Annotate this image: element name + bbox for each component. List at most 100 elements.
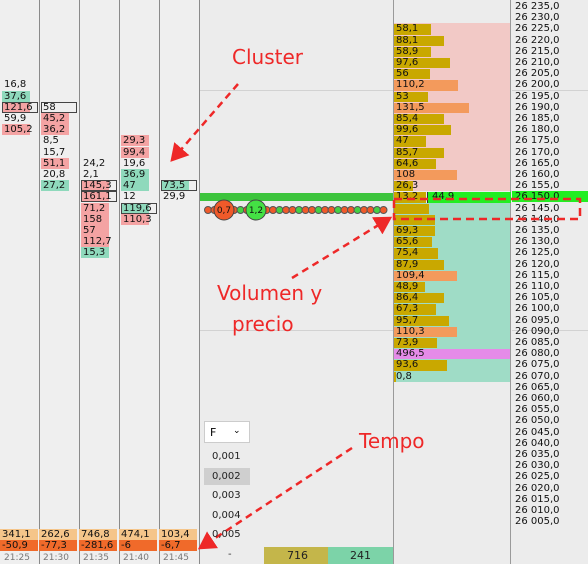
volume-bar	[394, 114, 444, 125]
volume-label: 69,3	[396, 225, 419, 236]
price-label[interactable]: 26 175,0	[515, 135, 560, 147]
tick-size-option[interactable]: 0,004	[212, 509, 241, 521]
volume-label: 65,6	[396, 236, 419, 248]
price-label[interactable]: 26 185,0	[515, 113, 560, 124]
volumen-arrow	[291, 216, 393, 280]
price-label[interactable]: 26 050,0	[515, 415, 560, 427]
price-label[interactable]: 26 215,0	[515, 45, 560, 57]
big-sell-bubble	[213, 199, 235, 221]
price-label[interactable]: 26 235,0	[515, 1, 560, 12]
volume-bar	[394, 24, 431, 35]
price-label[interactable]: 26 230,0	[515, 12, 560, 24]
price-label[interactable]: 26 155,0	[515, 180, 560, 192]
cluster-cell: 105,2	[2, 124, 38, 136]
price-label[interactable]: 26 165,0	[515, 157, 560, 169]
big-buy-label: 1,2	[249, 206, 263, 216]
annotation-tempo: Tempo	[359, 429, 425, 453]
price-label[interactable]: 26 195,0	[515, 90, 560, 102]
cluster-delta: -6	[119, 540, 157, 551]
tick-size-selected-bg	[204, 467, 250, 485]
price-label[interactable]: 26 130,0	[515, 236, 560, 248]
cluster-cell: 51,1	[41, 157, 77, 169]
price-label[interactable]: 26 145,0	[515, 202, 560, 214]
volume-label: 64,6	[396, 157, 419, 169]
cluster-cell: 36,2	[41, 124, 77, 136]
price-label[interactable]: 26 055,0	[515, 404, 560, 416]
price-label[interactable]: 26 135,0	[515, 225, 560, 236]
price-label[interactable]: 26 225,0	[515, 23, 560, 35]
tick-size-option[interactable]: 0,003	[212, 490, 241, 501]
price-label[interactable]: 26 095,0	[515, 314, 560, 326]
price-label[interactable]: 26 100,0	[515, 303, 560, 315]
cluster-cell: 110,3	[121, 213, 157, 225]
volume-bar	[394, 360, 447, 371]
volume-bar	[394, 125, 451, 136]
volume-bar	[394, 181, 413, 192]
price-label[interactable]: 26 200,0	[515, 79, 560, 91]
price-label[interactable]: 26 150,0	[512, 191, 588, 203]
price-label[interactable]: 26 040,0	[515, 437, 560, 449]
cluster-cell: 29,9	[161, 191, 197, 203]
cluster-cell: 58	[41, 101, 77, 113]
tempo-arrow	[197, 446, 353, 550]
price-label[interactable]: 26 080,0	[515, 348, 560, 360]
price-label[interactable]: 26 120,0	[515, 258, 560, 270]
cluster-cell: 99,4	[121, 146, 157, 158]
volume-bar	[394, 371, 396, 382]
volume-label: 0,8	[396, 370, 412, 382]
volume-label: 97,6	[396, 57, 419, 68]
price-label[interactable]: 26 170,0	[515, 146, 560, 158]
volume-label: 13,2	[396, 191, 419, 203]
price-label[interactable]: 26 210,0	[515, 57, 560, 68]
volume-bar	[394, 58, 450, 69]
price-label[interactable]: 26 085,0	[515, 337, 560, 348]
price-label[interactable]: 26 105,0	[515, 292, 560, 304]
column-divider	[159, 0, 160, 564]
tick-size-dropdown[interactable]: F ⌄	[204, 421, 250, 443]
price-label[interactable]: 26 060,0	[515, 393, 560, 404]
cluster-cell: 2,1	[81, 169, 117, 180]
price-label[interactable]: 26 110,0	[515, 281, 560, 292]
cluster-total: 262,6	[39, 529, 77, 540]
cluster-delta: -50,9	[0, 540, 38, 551]
volume-bar	[394, 192, 426, 203]
price-label[interactable]: 26 020,0	[515, 482, 560, 494]
cluster-cell: 24,2	[81, 157, 117, 169]
volume-label: 86,4	[396, 292, 419, 304]
price-label[interactable]: 26 090,0	[515, 325, 560, 337]
time-label: 21:35	[83, 553, 109, 563]
price-label[interactable]: 26 125,0	[515, 247, 560, 259]
price-label[interactable]: 26 075,0	[515, 359, 560, 371]
price-label[interactable]: 26 045,0	[515, 426, 560, 438]
cluster-cell: 73,5	[161, 180, 197, 192]
price-label[interactable]: 26 065,0	[515, 381, 560, 393]
cluster-cell: 15,3	[81, 247, 117, 259]
price-label[interactable]: 26 190,0	[515, 101, 560, 113]
price-label[interactable]: 26 220,0	[515, 34, 560, 46]
price-label[interactable]: 26 030,0	[515, 460, 560, 472]
tick-size-option[interactable]: 0,001	[212, 451, 241, 462]
ask-total-box	[328, 547, 393, 564]
price-label[interactable]: 26 160,0	[515, 169, 560, 180]
tick-size-option[interactable]: 0,002	[212, 470, 241, 482]
price-label[interactable]: 26 025,0	[515, 471, 560, 483]
grid-line	[200, 90, 393, 91]
price-label[interactable]: 26 180,0	[515, 124, 560, 136]
volume-label: 85,7	[396, 146, 419, 158]
price-label[interactable]: 26 005,0	[515, 516, 560, 528]
price-label[interactable]: 26 070,0	[515, 370, 560, 382]
cluster-cell: 121,6	[2, 101, 38, 113]
cluster-total: 474,1	[119, 529, 157, 540]
tick-size-option[interactable]: 0,005	[212, 529, 241, 540]
price-label[interactable]: 26 035,0	[515, 449, 560, 460]
cluster-cell: 158	[81, 213, 117, 225]
tick-size-dropdown-label: F	[210, 426, 217, 439]
price-label[interactable]: 26 205,0	[515, 68, 560, 80]
price-label[interactable]: 26 010,0	[515, 505, 560, 516]
price-label[interactable]: 26 015,0	[515, 493, 560, 505]
time-label: 21:25	[4, 553, 30, 563]
time-label: 21:40	[123, 553, 149, 563]
price-label[interactable]: 26 115,0	[515, 269, 560, 281]
volume-label: 108	[396, 169, 416, 180]
